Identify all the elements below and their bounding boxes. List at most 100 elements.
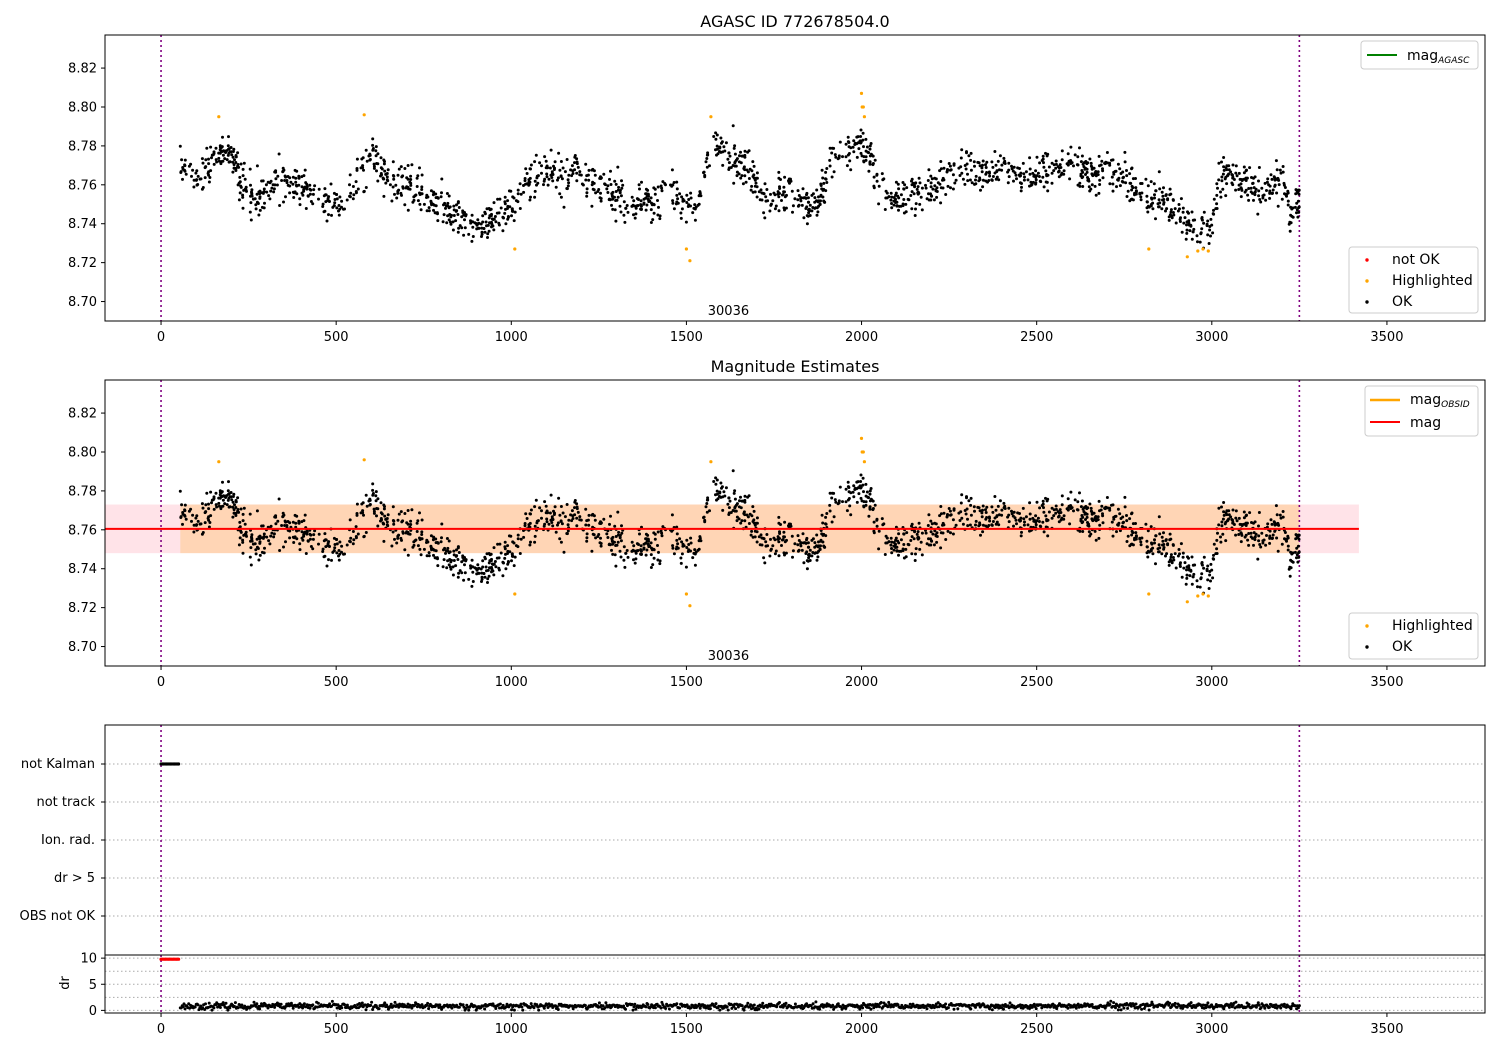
ok-point: [435, 556, 439, 560]
ok-point: [238, 536, 242, 540]
ok-point: [862, 145, 865, 149]
ok-point: [777, 554, 781, 558]
ok-point: [406, 177, 410, 181]
estimates-ticks: 0 500 1000 1500 2000 2500 3000 35008.708.728.74…: [68, 407, 1403, 690]
ok-point: [929, 543, 933, 547]
dr-point: [631, 1008, 635, 1012]
ok-point: [635, 197, 639, 201]
dr-point: [535, 1003, 539, 1007]
highlighted-point: [684, 592, 689, 596]
ok-point: [309, 545, 313, 548]
ok-point: [933, 529, 937, 533]
ok-point: [352, 193, 356, 197]
highlighted-point: [362, 113, 366, 117]
dr-point: [632, 1005, 636, 1009]
ok-point: [249, 194, 252, 198]
ok-point: [325, 564, 329, 568]
ok-point: [576, 510, 580, 514]
dr-point: [520, 1005, 524, 1009]
ok-point: [544, 159, 548, 163]
ok-point: [1139, 198, 1143, 202]
dr-point: [667, 1007, 671, 1011]
ok-point: [969, 496, 973, 500]
ok-point: [391, 519, 395, 522]
ok-point: [1225, 164, 1229, 168]
dr-point: [685, 1003, 689, 1007]
ok-point: [231, 515, 235, 519]
ok-point: [1044, 514, 1048, 518]
ok-point: [409, 178, 413, 181]
ok-point: [351, 542, 355, 546]
ok-point: [642, 546, 646, 550]
ok-point: [777, 209, 781, 213]
dr-point: [886, 1005, 890, 1009]
ok-point: [1083, 167, 1087, 171]
ok-point: [187, 509, 191, 513]
ok-point: [1242, 177, 1246, 181]
dr-point: [512, 1008, 516, 1012]
ok-point: [1034, 182, 1038, 186]
ok-point: [920, 208, 924, 212]
ok-point: [427, 206, 431, 210]
ok-point: [420, 518, 424, 522]
ok-point: [1012, 179, 1015, 183]
ok-point: [570, 174, 574, 178]
ok-point: [1079, 160, 1083, 164]
ok-point: [303, 513, 307, 517]
ok-point: [852, 484, 856, 488]
ok-point: [401, 186, 405, 190]
ok-point: [740, 174, 744, 178]
ok-point: [578, 515, 582, 519]
ok-point: [733, 506, 737, 510]
ok-point: [653, 192, 657, 196]
ok-point: [440, 536, 443, 540]
ok-point: [561, 511, 565, 515]
ok-point: [1257, 189, 1261, 193]
ok-point: [815, 533, 819, 537]
ok-point: [461, 554, 465, 558]
ok-point: [575, 524, 579, 528]
ok-point: [777, 515, 781, 519]
ok-point: [1123, 505, 1127, 509]
ok-point: [834, 155, 838, 159]
ok-point: [774, 204, 778, 208]
ok-point: [799, 541, 803, 545]
ok-point: [207, 170, 211, 174]
ok-point: [201, 531, 205, 534]
ok-point: [1215, 207, 1219, 210]
ok-point: [187, 164, 191, 168]
ok-point: [270, 531, 274, 535]
ok-point: [590, 513, 594, 517]
ok-point: [1273, 529, 1277, 533]
ok-point: [332, 191, 336, 195]
ok-point: [733, 489, 737, 493]
ok-point: [1007, 506, 1011, 510]
ok-point: [948, 513, 952, 517]
highlighted-point: [1196, 594, 1200, 598]
ok-point: [480, 571, 484, 575]
y-tick-label: 8.70: [68, 295, 97, 310]
ok-point: [883, 208, 887, 211]
ok-point: [606, 191, 610, 194]
x-tick-label: 1500: [670, 330, 703, 345]
ok-point: [327, 540, 331, 544]
ok-point: [418, 547, 422, 551]
ok-point: [1202, 555, 1206, 559]
ok-point: [784, 551, 788, 555]
ok-point: [1158, 187, 1162, 191]
ok-point: [440, 522, 444, 526]
ok-point: [852, 150, 856, 154]
ok-point: [714, 476, 718, 480]
dr-point: [301, 1006, 305, 1010]
agasc-highlighted-points: [217, 91, 1210, 263]
ok-point: [614, 535, 618, 538]
ok-point: [473, 221, 477, 225]
ok-point: [599, 176, 603, 180]
ok-point: [945, 514, 949, 518]
ok-point: [961, 177, 965, 181]
ok-point: [885, 536, 889, 540]
ok-point: [234, 506, 238, 509]
ok-point: [1111, 534, 1115, 538]
ok-point: [1198, 240, 1202, 244]
ok-point: [917, 176, 921, 180]
